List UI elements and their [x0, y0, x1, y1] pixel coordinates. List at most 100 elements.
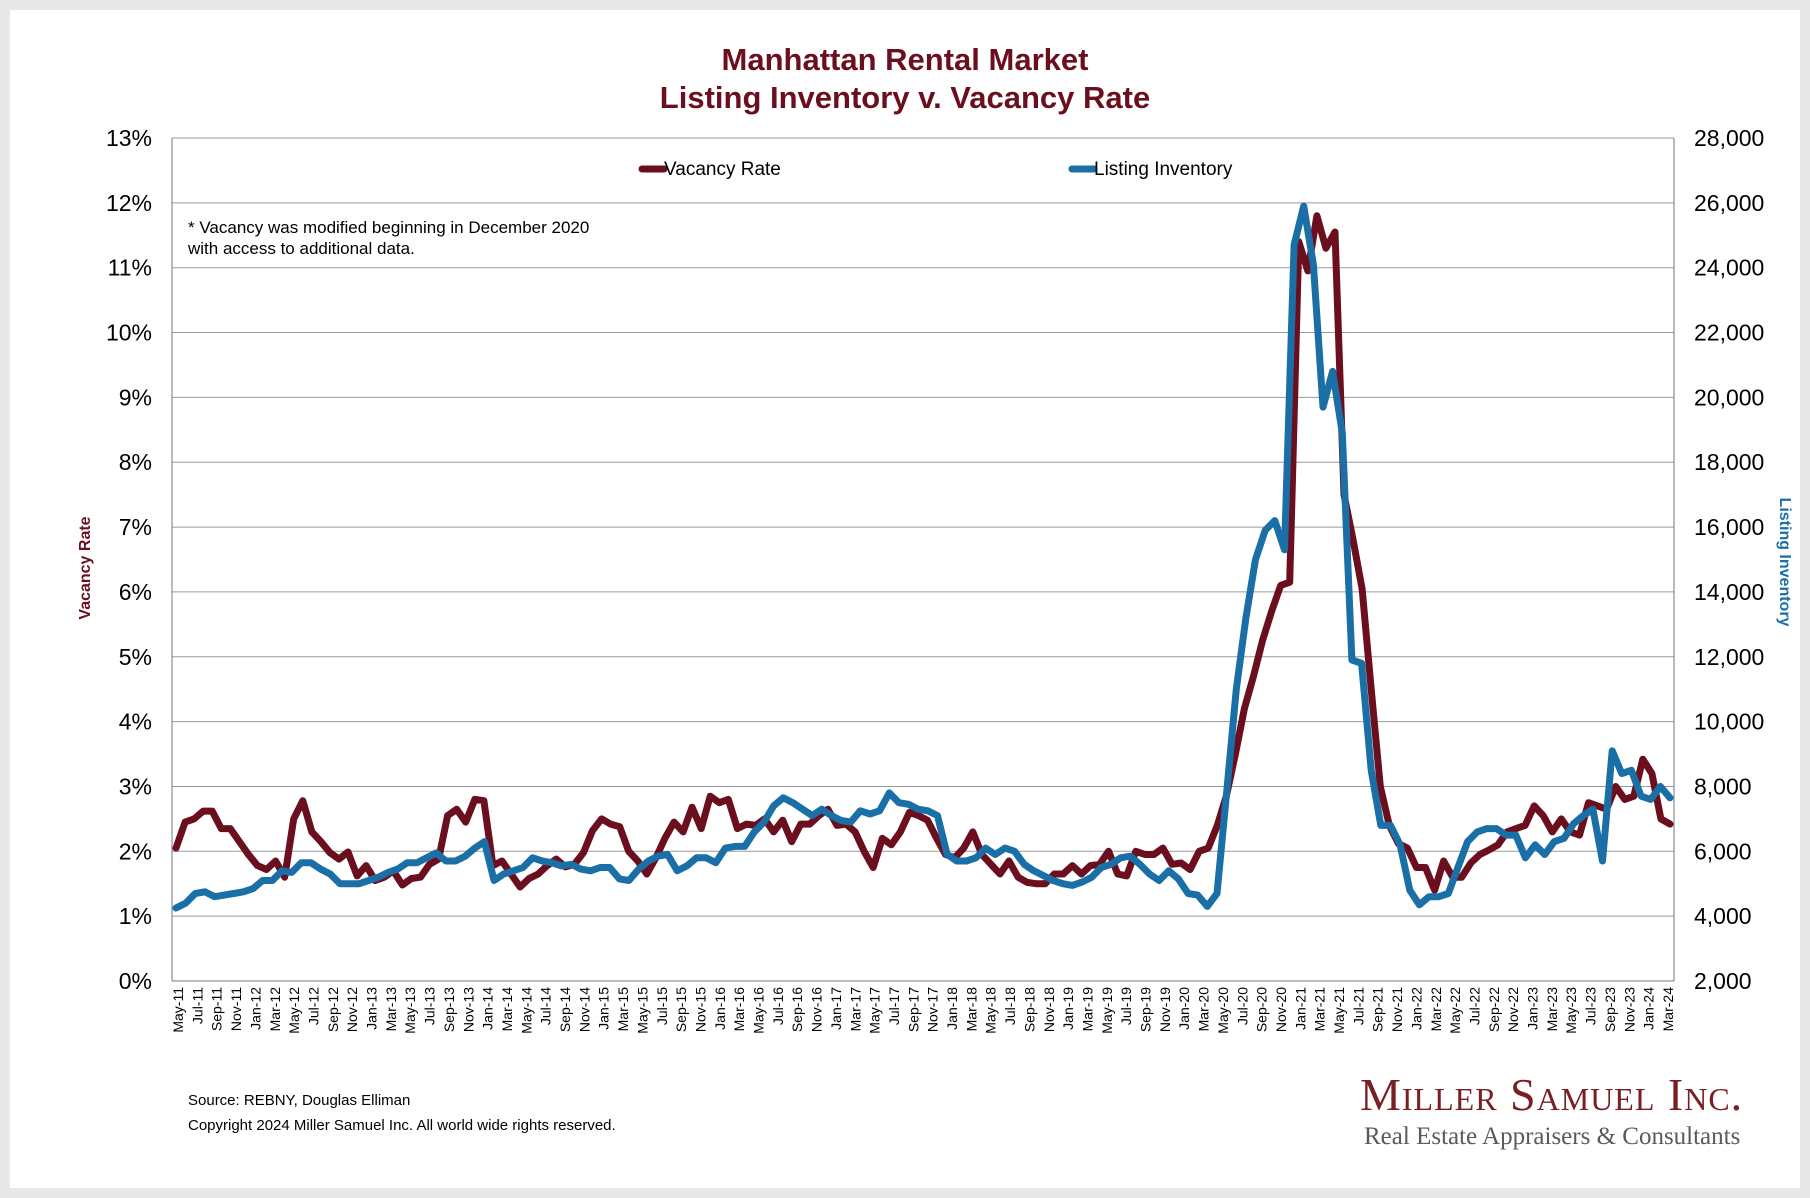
x-tick-label: Jul-14 — [538, 987, 554, 1025]
x-tick-label: Jul-21 — [1350, 987, 1366, 1025]
x-tick-label: Nov-12 — [344, 987, 360, 1032]
y-tick-left: 9% — [119, 384, 152, 410]
y-axis-left-label: Vacancy Rate — [77, 516, 94, 619]
x-tick-label: May-12 — [286, 987, 302, 1034]
x-tick-label: May-18 — [983, 987, 999, 1034]
brand-logo-name: Miller Samuel Inc. — [1360, 1069, 1744, 1120]
note-line-2: with access to additional data. — [188, 239, 415, 258]
y-tick-left: 8% — [119, 449, 152, 475]
y-tick-right: 14,000 — [1694, 579, 1764, 605]
x-tick-label: Mar-23 — [1544, 987, 1560, 1032]
x-tick-label: Mar-16 — [731, 987, 747, 1032]
x-tick-label: Nov-21 — [1389, 987, 1405, 1032]
x-tick-label: Sep-23 — [1602, 987, 1618, 1032]
x-tick-label: Sep-19 — [1138, 987, 1154, 1032]
legend-label-vacancy: Vacancy Rate — [664, 159, 781, 180]
x-tick-label: Mar-18 — [963, 987, 979, 1032]
y-axis-right-label: Listing Inventory — [1776, 498, 1793, 627]
x-tick-label: May-21 — [1331, 987, 1347, 1034]
source-text: Source: REBNY, Douglas Elliman — [188, 1092, 411, 1109]
x-tick-label: Sep-13 — [441, 987, 457, 1032]
series-line-listing-inventory — [172, 202, 1674, 912]
x-tick-label: Jan-18 — [944, 987, 960, 1030]
y-tick-right: 20,000 — [1694, 384, 1764, 410]
x-tick-label: Jan-12 — [247, 987, 263, 1030]
x-tick-label: Sep-12 — [325, 987, 341, 1032]
y-tick-right: 16,000 — [1694, 514, 1764, 540]
x-tick-label: Jul-17 — [886, 987, 902, 1025]
x-tick-label: Sep-15 — [673, 987, 689, 1032]
chart-title: Manhattan Rental Market — [721, 42, 1089, 77]
x-tick-label: Nov-16 — [809, 987, 825, 1032]
x-tick-label: Nov-23 — [1621, 987, 1637, 1032]
y-tick-right: 6,000 — [1694, 838, 1752, 864]
y-tick-right: 12,000 — [1694, 644, 1764, 670]
x-tick-label: Jul-16 — [770, 987, 786, 1025]
series-line-vacancy-rate — [172, 212, 1674, 894]
x-tick-label: Sep-14 — [557, 987, 573, 1032]
x-tick-label: Nov-11 — [228, 987, 244, 1031]
x-tick-label: Mar-12 — [267, 987, 283, 1032]
legend-label-inventory: Listing Inventory — [1094, 159, 1233, 180]
x-tick-label: Sep-11 — [209, 987, 225, 1031]
y-tick-right: 26,000 — [1694, 190, 1764, 216]
x-tick-label: Jul-18 — [1002, 987, 1018, 1025]
x-tick-label: Sep-17 — [905, 987, 921, 1032]
y-tick-left: 3% — [119, 773, 152, 799]
x-tick-label: Nov-18 — [1041, 987, 1057, 1032]
x-tick-label: May-20 — [1215, 987, 1231, 1034]
x-tick-label: May-16 — [751, 987, 767, 1034]
x-tick-label: Jul-11 — [189, 987, 205, 1024]
x-tick-label: Jan-20 — [1176, 987, 1192, 1030]
y-tick-left: 13% — [106, 125, 152, 151]
x-tick-label: Jul-13 — [422, 987, 438, 1025]
x-tick-label: May-17 — [867, 987, 883, 1034]
x-tick-label: May-15 — [634, 987, 650, 1034]
x-tick-label: Mar-22 — [1428, 987, 1444, 1032]
x-tick-label: Jul-22 — [1466, 987, 1482, 1025]
x-tick-label: Sep-16 — [789, 987, 805, 1032]
note-line-1: * Vacancy was modified beginning in Dece… — [188, 218, 590, 237]
y-tick-left: 12% — [106, 190, 152, 216]
x-tick-label: Jul-23 — [1583, 987, 1599, 1025]
x-tick-label: Jan-23 — [1525, 987, 1541, 1030]
x-tick-label: Nov-13 — [460, 987, 476, 1032]
y-tick-right: 24,000 — [1694, 255, 1764, 281]
y-tick-left: 5% — [119, 644, 152, 670]
x-tick-label: Mar-19 — [1079, 987, 1095, 1032]
x-tick-label: Jan-24 — [1641, 987, 1657, 1030]
x-tick-label: Mar-20 — [1196, 987, 1212, 1032]
x-tick-label: Mar-24 — [1660, 987, 1676, 1032]
x-tick-label: Jan-19 — [1060, 987, 1076, 1030]
x-tick-label: May-13 — [402, 987, 418, 1034]
x-tick-label: May-23 — [1563, 987, 1579, 1034]
x-tick-label: Mar-13 — [383, 987, 399, 1032]
copyright-text: Copyright 2024 Miller Samuel Inc. All wo… — [188, 1117, 616, 1134]
x-tick-label: Nov-17 — [925, 987, 941, 1032]
y-tick-right: 28,000 — [1694, 125, 1764, 151]
x-tick-label: Jul-19 — [1118, 987, 1134, 1025]
y-tick-right: 10,000 — [1694, 709, 1764, 735]
x-tick-label: Nov-15 — [692, 987, 708, 1032]
y-tick-left: 7% — [119, 514, 152, 540]
x-tick-label: Nov-14 — [576, 987, 592, 1032]
x-tick-label: Sep-20 — [1254, 987, 1270, 1032]
y-tick-left: 6% — [119, 579, 152, 605]
x-tick-label: May-22 — [1447, 987, 1463, 1034]
x-tick-label: Nov-20 — [1273, 987, 1289, 1032]
x-tick-label: Nov-22 — [1505, 987, 1521, 1032]
x-tick-label: Nov-19 — [1157, 987, 1173, 1032]
x-tick-label: Jan-16 — [712, 987, 728, 1030]
x-tick-label: Jan-15 — [596, 987, 612, 1030]
y-tick-right: 22,000 — [1694, 320, 1764, 346]
y-tick-left: 2% — [119, 838, 152, 864]
x-tick-label: Jul-12 — [305, 987, 321, 1025]
brand-logo-tagline: Real Estate Appraisers & Consultants — [1364, 1123, 1741, 1150]
x-tick-label: Jan-21 — [1292, 987, 1308, 1030]
y-tick-right: 18,000 — [1694, 449, 1764, 475]
chart-card — [10, 10, 1800, 1188]
x-tick-label: Jul-20 — [1234, 987, 1250, 1025]
x-tick-label: Mar-15 — [615, 987, 631, 1032]
x-tick-label: Mar-17 — [847, 987, 863, 1032]
